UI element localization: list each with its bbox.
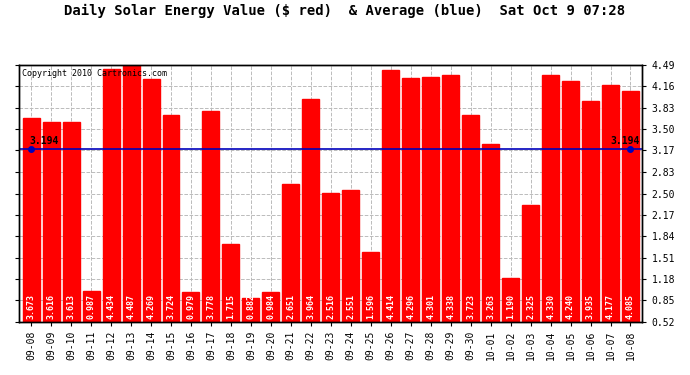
Text: 3.778: 3.778: [206, 294, 215, 319]
Bar: [262, 292, 279, 322]
Text: 0.984: 0.984: [266, 294, 275, 319]
Bar: [322, 193, 339, 322]
Bar: [402, 78, 420, 322]
Bar: [342, 190, 359, 322]
Text: 3.935: 3.935: [586, 294, 595, 319]
Text: 4.085: 4.085: [626, 294, 635, 319]
Text: 3.194: 3.194: [29, 135, 59, 146]
Bar: [562, 81, 579, 322]
Bar: [382, 70, 400, 322]
Text: 3.673: 3.673: [27, 294, 36, 319]
Text: 0.882: 0.882: [246, 294, 255, 319]
Text: 4.414: 4.414: [386, 294, 395, 319]
Text: 1.715: 1.715: [226, 294, 235, 319]
Bar: [202, 111, 219, 322]
Text: 4.487: 4.487: [126, 294, 135, 319]
Bar: [502, 278, 519, 322]
Text: 3.964: 3.964: [306, 294, 315, 319]
Text: Copyright 2010 Cartronics.com: Copyright 2010 Cartronics.com: [22, 69, 167, 78]
Text: 0.979: 0.979: [186, 294, 195, 319]
Bar: [163, 114, 179, 322]
Bar: [422, 77, 440, 322]
Bar: [582, 101, 599, 322]
Bar: [123, 65, 139, 322]
Text: 4.338: 4.338: [446, 294, 455, 319]
Bar: [482, 144, 499, 322]
Text: 3.616: 3.616: [47, 294, 56, 319]
Bar: [622, 91, 639, 322]
Text: 3.723: 3.723: [466, 294, 475, 319]
Bar: [43, 122, 59, 322]
Text: 1.596: 1.596: [366, 294, 375, 319]
Bar: [442, 75, 459, 322]
Bar: [602, 85, 619, 322]
Text: 2.551: 2.551: [346, 294, 355, 319]
Text: 1.190: 1.190: [506, 294, 515, 319]
Text: 4.330: 4.330: [546, 294, 555, 319]
Text: 3.613: 3.613: [67, 294, 76, 319]
Text: 3.194: 3.194: [610, 135, 640, 146]
Bar: [362, 252, 380, 322]
Text: 4.269: 4.269: [146, 294, 155, 319]
Bar: [462, 115, 479, 322]
Text: 2.651: 2.651: [286, 294, 295, 319]
Text: 4.177: 4.177: [606, 294, 615, 319]
Bar: [143, 80, 159, 322]
Text: 3.263: 3.263: [486, 294, 495, 319]
Text: 0.987: 0.987: [86, 294, 96, 319]
Bar: [242, 298, 259, 322]
Bar: [182, 292, 199, 322]
Bar: [222, 244, 239, 322]
Text: Daily Solar Energy Value ($ red)  & Average (blue)  Sat Oct 9 07:28: Daily Solar Energy Value ($ red) & Avera…: [64, 4, 626, 18]
Bar: [103, 69, 119, 322]
Bar: [63, 122, 79, 322]
Text: 4.434: 4.434: [106, 294, 115, 319]
Text: 4.240: 4.240: [566, 294, 575, 319]
Text: 2.325: 2.325: [526, 294, 535, 319]
Bar: [302, 99, 319, 322]
Bar: [23, 118, 39, 322]
Bar: [522, 205, 539, 322]
Text: 3.724: 3.724: [166, 294, 175, 319]
Text: 4.296: 4.296: [406, 294, 415, 319]
Bar: [542, 75, 559, 322]
Bar: [83, 291, 99, 322]
Bar: [282, 184, 299, 322]
Text: 2.516: 2.516: [326, 294, 335, 319]
Text: 4.301: 4.301: [426, 294, 435, 319]
